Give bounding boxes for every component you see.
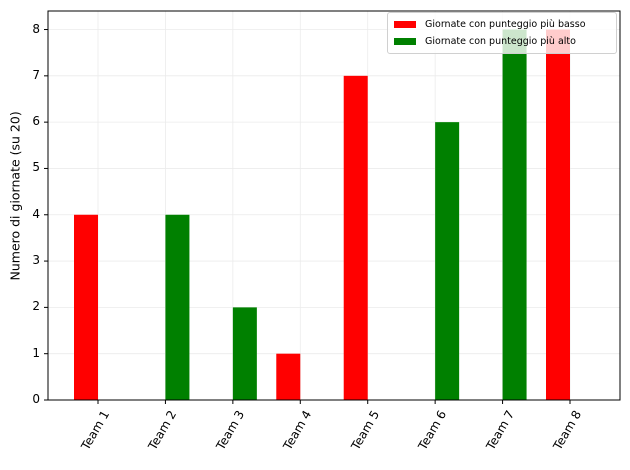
axes-frame xyxy=(47,10,621,401)
legend: Giornate con punteggio più basso Giornat… xyxy=(387,12,617,54)
bar-highest xyxy=(165,214,190,400)
legend-label-highest: Giornate con punteggio più alto xyxy=(425,36,576,47)
legend-item-lowest: Giornate con punteggio più basso xyxy=(394,19,586,30)
bar-lowest xyxy=(546,29,570,401)
bar-highest xyxy=(502,29,527,401)
legend-swatch-green xyxy=(394,38,416,45)
bar-highest xyxy=(232,307,257,400)
y-tick-label: 5 xyxy=(32,160,40,175)
legend-label-lowest: Giornate con punteggio più basso xyxy=(425,19,586,30)
bars xyxy=(74,29,570,401)
y-tick-label: 3 xyxy=(32,253,40,268)
y-tick-label: 2 xyxy=(32,299,40,314)
legend-item-highest: Giornate con punteggio più alto xyxy=(394,36,576,47)
y-tick-label: 1 xyxy=(32,345,40,360)
grid-lines xyxy=(48,11,620,401)
y-tick-label: 6 xyxy=(32,114,40,129)
bar-lowest xyxy=(276,353,301,400)
y-tick-label: 8 xyxy=(32,21,40,36)
bar-lowest xyxy=(74,214,98,400)
y-tick-label: 4 xyxy=(32,206,40,221)
y-tick-label: 7 xyxy=(32,67,40,82)
legend-swatch-red xyxy=(394,21,416,28)
bar-lowest xyxy=(343,75,368,400)
y-axis-label: Numero di giornate (su 20) xyxy=(7,111,23,281)
y-tick-label: 0 xyxy=(32,392,40,406)
axis-ticks xyxy=(44,29,571,404)
bar-highest xyxy=(435,122,460,401)
